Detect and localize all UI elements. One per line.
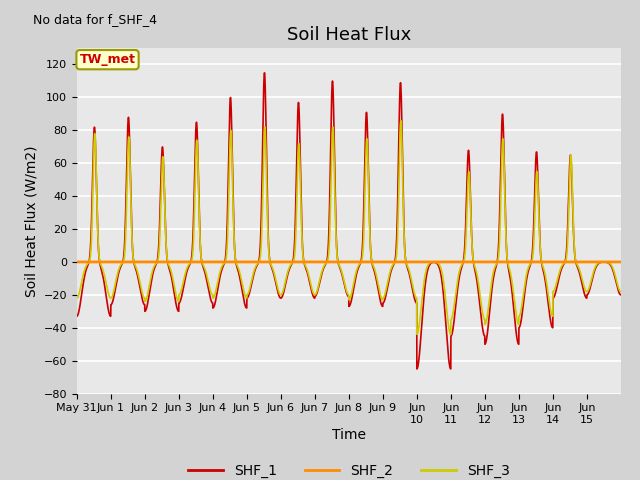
X-axis label: Time: Time (332, 428, 366, 442)
Title: Soil Heat Flux: Soil Heat Flux (287, 25, 411, 44)
Legend: SHF_1, SHF_2, SHF_3: SHF_1, SHF_2, SHF_3 (182, 458, 515, 480)
Text: TW_met: TW_met (79, 53, 136, 66)
Y-axis label: Soil Heat Flux (W/m2): Soil Heat Flux (W/m2) (24, 145, 38, 297)
Text: No data for f_SHF_4: No data for f_SHF_4 (33, 13, 157, 26)
